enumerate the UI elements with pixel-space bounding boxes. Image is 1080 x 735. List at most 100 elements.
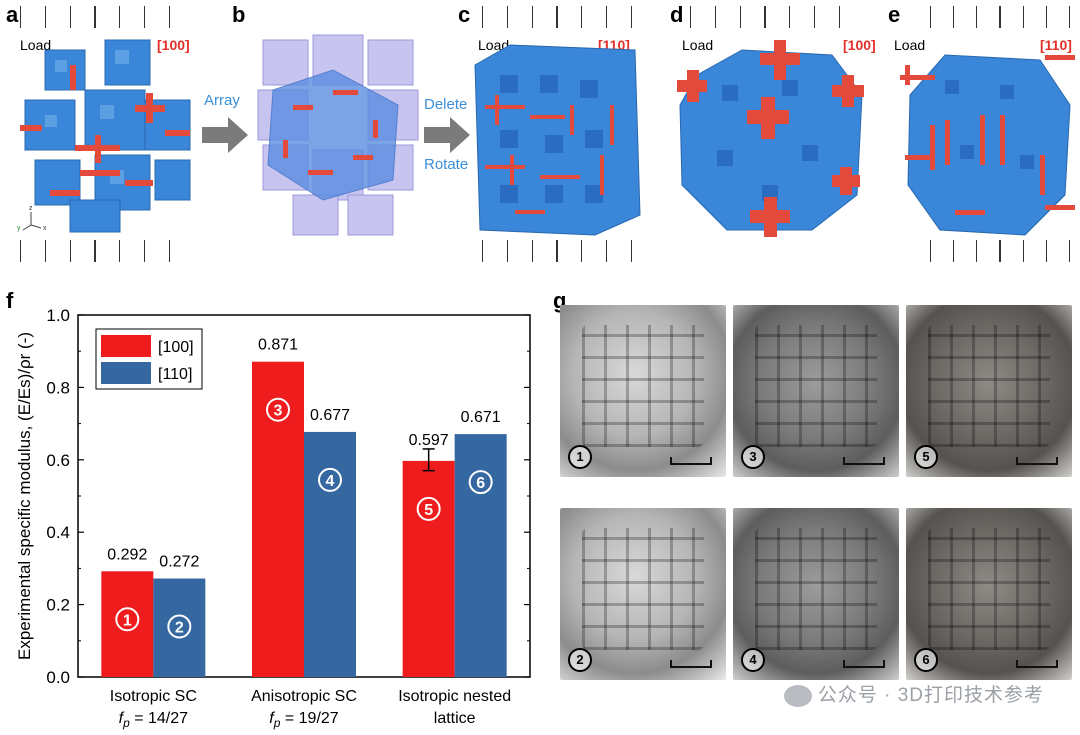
bar-value-label: 0.292: [107, 546, 147, 563]
bar-marker-circle: [416, 496, 441, 521]
bar-marker-label: 3: [274, 403, 283, 420]
bar-value-label: 0.871: [258, 337, 298, 354]
panel-label-d: d: [670, 2, 684, 27]
axis-x-label: x: [43, 225, 47, 232]
category-label: Isotropic nested: [398, 688, 511, 705]
lattice-illustration-c: [474, 44, 641, 236]
bar-1-2: [454, 434, 507, 677]
specimen-number: 2: [568, 648, 592, 672]
lattice-texture: [582, 325, 704, 447]
bar-marker-circle: [468, 470, 493, 495]
specimen-number: 6: [914, 648, 938, 672]
y-tick-label: 0.2: [46, 596, 70, 615]
rotate-step-label: Rotate: [424, 156, 469, 173]
lattice-texture: [755, 325, 877, 447]
y-tick-label: 0.8: [46, 378, 70, 397]
scale-bar: [843, 660, 885, 668]
watermark: 公众号 · 3D打印技术参考: [783, 680, 1044, 707]
watermark-text: 公众号 · 3D打印技术参考: [817, 685, 1044, 706]
delete-step-label: Delete: [424, 96, 468, 113]
array-illustration-b: [257, 34, 419, 236]
bar-marker-label: 1: [123, 612, 132, 629]
load-label-a: Load: [20, 37, 52, 53]
load-label-c: Load: [478, 37, 510, 53]
load-arrows-bottom-e: [930, 240, 1070, 262]
scale-bar: [670, 457, 712, 465]
bar-marker-label: 4: [326, 473, 335, 490]
scale-bar: [1016, 660, 1058, 668]
legend-label: [100]: [158, 339, 194, 356]
specimen-photo: 6: [906, 508, 1072, 680]
load-arrows-top-d: [690, 6, 840, 28]
lattice-texture: [928, 528, 1050, 650]
specimen-photo: 3: [733, 305, 899, 477]
lattice-illustration-d: [677, 40, 864, 237]
lattice-illustration-a: z y x: [17, 39, 191, 233]
load-arrows-top-c: [482, 6, 632, 28]
bar-0-2: [402, 460, 455, 677]
scale-bar: [1016, 457, 1058, 465]
wechat-icon: [783, 684, 812, 707]
legend-label: [110]: [158, 366, 192, 383]
specimen-number: 5: [914, 445, 938, 469]
category-label: Anisotropic SC: [251, 688, 357, 705]
y-tick-label: 1.0: [46, 306, 70, 325]
bar-marker-circle: [167, 614, 192, 639]
bar-value-label: 0.671: [461, 409, 501, 426]
specimen-photo: 1: [560, 305, 726, 477]
direction-label-e: [110]: [1040, 37, 1072, 53]
direction-label-d: [100]: [843, 37, 876, 53]
right-arrow-icon: [424, 117, 470, 153]
legend-swatch: [101, 335, 151, 357]
y-tick-label: 0.4: [46, 523, 70, 542]
axis-y-label: y: [17, 225, 21, 232]
category-label: Isotropic SC: [110, 688, 197, 705]
load-arrows-bottom-a: [20, 240, 170, 262]
legend-swatch: [101, 362, 151, 384]
bar-value-label: 0.677: [310, 407, 350, 424]
panel-label-a: a: [6, 2, 19, 27]
array-step-label: Array: [204, 92, 240, 109]
bar-marker-label: 5: [424, 502, 433, 519]
bar-marker-label: 6: [476, 475, 485, 492]
specimen-photo: 5: [906, 305, 1072, 477]
lattice-texture: [928, 325, 1050, 447]
panel-label-f: f: [6, 288, 14, 313]
load-label-d: Load: [682, 37, 714, 53]
bar-0-1: [252, 361, 304, 677]
category-sublabel: fp = 19/27: [269, 710, 339, 730]
right-arrow-icon: [202, 117, 248, 153]
specimen-photo: 2: [560, 508, 726, 680]
load-arrows-top-a: [20, 6, 170, 28]
load-arrows-bottom-c: [482, 240, 632, 262]
bar-marker-circle: [115, 607, 140, 632]
specimen-photo: 4: [733, 508, 899, 680]
category-sublabel: lattice: [434, 710, 476, 727]
bar-1-1: [304, 431, 356, 677]
bar-value-label: 0.272: [159, 554, 199, 571]
lattice-texture: [755, 528, 877, 650]
category-sublabel: fp = 14/27: [119, 710, 189, 730]
bar-marker-circle: [318, 467, 342, 492]
panel-label-e: e: [888, 2, 901, 27]
scale-bar: [670, 660, 712, 668]
bar-0-0: [101, 571, 154, 677]
specimen-number: 3: [741, 445, 765, 469]
specimen-number: 4: [741, 648, 765, 672]
direction-label-a: [100]: [157, 37, 190, 53]
y-tick-label: 0.6: [46, 451, 70, 470]
load-arrows-top-e: [930, 6, 1070, 28]
lattice-illustration-e: [900, 54, 1075, 236]
lattice-texture: [582, 528, 704, 650]
load-label-e: Load: [894, 37, 926, 53]
specimen-number: 1: [568, 445, 592, 469]
y-axis-label: Experimental specific modulus, (E/Es)/ρr…: [15, 332, 34, 660]
axis-z-label: z: [29, 205, 33, 212]
bar-marker-circle: [266, 397, 290, 422]
panel-label-c: c: [458, 2, 471, 27]
bar-marker-label: 2: [175, 620, 184, 637]
bar-chart: 0.0 0.2 0.4 0.6 0.8 1.0 Experimental specific …: [15, 306, 531, 730]
scale-bar: [843, 457, 885, 465]
bar-value-label: 0.597: [409, 432, 449, 449]
bar-1-0: [153, 578, 206, 677]
